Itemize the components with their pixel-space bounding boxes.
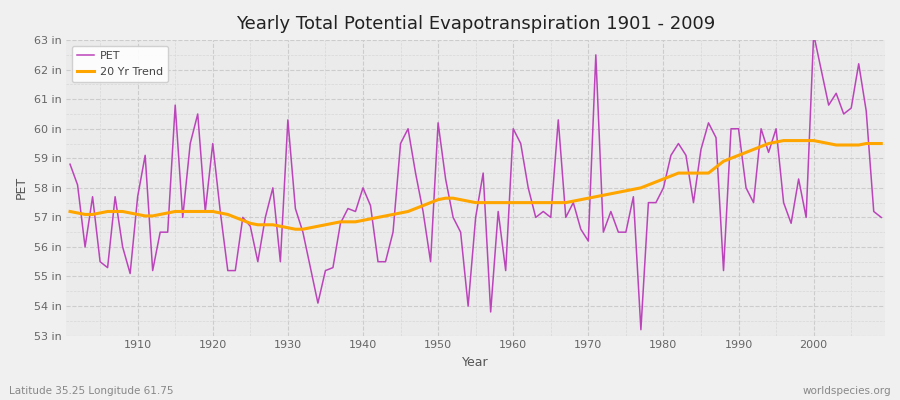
Legend: PET, 20 Yr Trend: PET, 20 Yr Trend xyxy=(72,46,168,82)
20 Yr Trend xyxy=(606,191,616,196)
20 Yr Trend xyxy=(65,209,76,214)
Title: Yearly Total Potential Evapotranspiration 1901 - 2009: Yearly Total Potential Evapotranspiratio… xyxy=(236,15,716,33)
PET xyxy=(125,271,136,276)
20 Yr Trend xyxy=(125,210,136,215)
PET xyxy=(808,32,819,37)
PET xyxy=(65,162,76,167)
Text: worldspecies.org: worldspecies.org xyxy=(803,386,891,396)
PET xyxy=(335,221,346,226)
Line: PET: PET xyxy=(70,34,881,330)
20 Yr Trend xyxy=(290,227,301,232)
PET xyxy=(290,206,301,211)
PET xyxy=(876,215,886,220)
X-axis label: Year: Year xyxy=(463,356,489,369)
Text: Latitude 35.25 Longitude 61.75: Latitude 35.25 Longitude 61.75 xyxy=(9,386,174,396)
20 Yr Trend xyxy=(778,138,789,143)
PET xyxy=(635,327,646,332)
Y-axis label: PET: PET xyxy=(15,176,28,200)
Line: 20 Yr Trend: 20 Yr Trend xyxy=(70,140,881,229)
PET xyxy=(508,126,518,131)
PET xyxy=(598,230,608,234)
20 Yr Trend xyxy=(508,200,518,205)
20 Yr Trend xyxy=(516,200,526,205)
20 Yr Trend xyxy=(298,227,309,232)
20 Yr Trend xyxy=(876,141,886,146)
20 Yr Trend xyxy=(343,220,354,224)
PET xyxy=(500,268,511,273)
